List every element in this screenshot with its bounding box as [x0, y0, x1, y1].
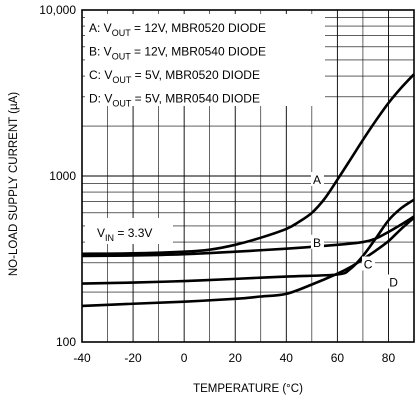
curve-label-c: C — [364, 257, 373, 271]
y-axis-title: NO-LOAD SUPPLY CURRENT (µA) — [8, 92, 20, 276]
annotation-box — [85, 218, 173, 244]
vin-annotation: VIN = 3.3V — [97, 226, 152, 243]
curve-label-b: B — [313, 236, 321, 250]
curve-label-bg — [362, 256, 376, 271]
legend-entry-a: A: VOUT = 12V, MBR0520 DIODE — [89, 21, 266, 38]
series-line-d — [81, 216, 415, 308]
series-line-a — [81, 73, 415, 256]
y-tick-label: 1000 — [49, 169, 76, 183]
legend-entry-c: C: VOUT = 5V, MBR0520 DIODE — [89, 68, 260, 85]
x-tick-label: 40 — [280, 351, 294, 365]
legend-box — [85, 14, 325, 106]
curve-labels: A B C D — [310, 172, 401, 290]
legend-entry-b: B: VOUT = 12V, MBR0540 DIODE — [89, 45, 266, 62]
y-tick-label: 10,000 — [39, 3, 76, 17]
series-line-b — [81, 215, 415, 258]
tick-labels: -40 -20 0 20 40 60 80 100 1000 10,000 — [39, 3, 395, 365]
x-tick-label: 60 — [331, 351, 345, 365]
curve-label-d: D — [389, 276, 398, 290]
x-tick-label: 80 — [382, 351, 396, 365]
x-axis-title: TEMPERATURE (°C) — [193, 383, 303, 395]
series-line-c — [81, 198, 415, 285]
curve-label-bg — [310, 234, 324, 249]
series-lines — [81, 73, 415, 308]
legend: A: VOUT = 12V, MBR0520 DIODE B: VOUT = 12… — [89, 21, 266, 243]
x-tick-label: 20 — [229, 351, 243, 365]
x-tick-label: -20 — [124, 351, 142, 365]
curve-label-bg — [387, 274, 401, 289]
legend-entry-d: D: VOUT = 5V, MBR0540 DIODE — [89, 92, 260, 109]
curve-label-a: A — [313, 173, 321, 187]
x-tick-label: 0 — [181, 351, 188, 365]
x-tick-label: -40 — [73, 351, 91, 365]
plot-frame — [81, 9, 415, 343]
curve-label-bg — [310, 172, 324, 187]
y-tick-label: 100 — [56, 335, 76, 349]
